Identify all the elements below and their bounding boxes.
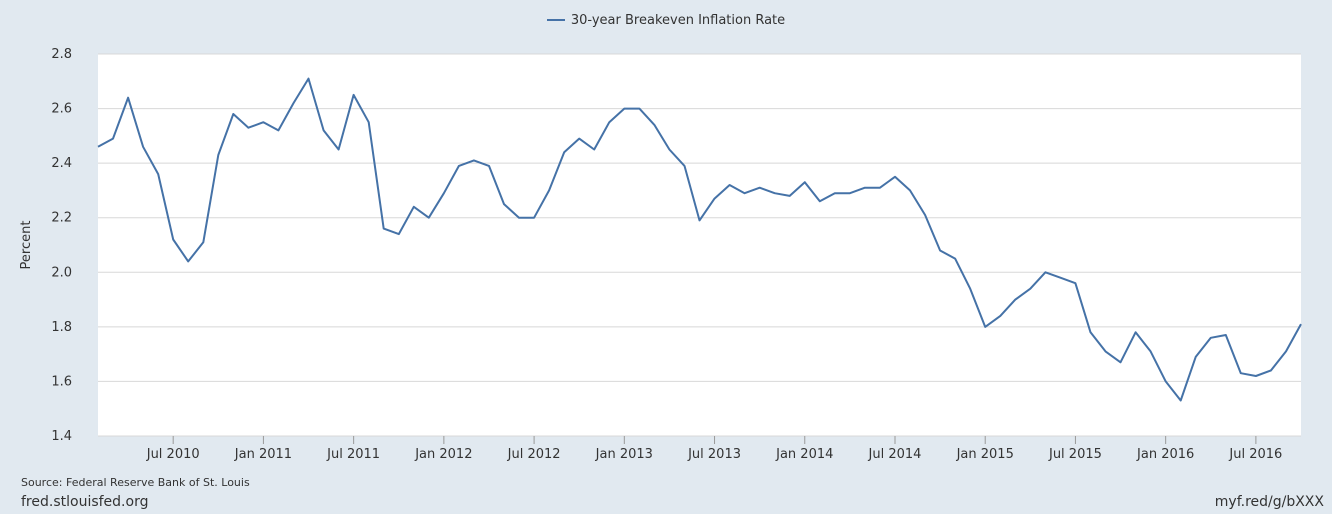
x-tick-label: Jan 2014: [775, 447, 833, 462]
site-link[interactable]: fred.stlouisfed.org: [21, 494, 149, 510]
y-tick-label: 2.0: [51, 265, 72, 280]
series-layer: [97, 77, 1302, 402]
x-tick-label: Jan 2013: [595, 447, 653, 462]
y-tick-label: 1.8: [51, 320, 72, 335]
x-tick-label: Jul 2013: [687, 447, 741, 462]
legend-label: 30-year Breakeven Inflation Rate: [570, 13, 786, 28]
y-tick-label: 1.4: [51, 429, 72, 444]
legend: 30-year Breakeven Inflation Rate: [0, 13, 1332, 28]
y-tick-label: 2.2: [51, 211, 72, 226]
plot-area: [98, 54, 1301, 436]
short-link[interactable]: myf.red/g/bXXX: [1214, 494, 1324, 510]
y-tick-label: 2.8: [51, 47, 72, 62]
x-tick-label: Jul 2010: [146, 447, 200, 462]
x-tick-label: Jan 2012: [414, 447, 472, 462]
x-tick-label: Jul 2011: [326, 447, 380, 462]
x-tick-label: Jul 2014: [868, 447, 922, 462]
x-tick-label: Jul 2016: [1228, 447, 1282, 462]
x-tick-label: Jan 2015: [956, 447, 1014, 462]
x-tick-label: Jan 2016: [1136, 447, 1194, 462]
series-line: [97, 77, 1302, 402]
y-tick-label: 1.6: [51, 374, 72, 389]
x-tick-label: Jan 2011: [234, 447, 292, 462]
y-tick-label: 2.4: [51, 156, 72, 171]
legend-swatch: [546, 18, 565, 21]
x-axis-ticks: Jul 2010 Jan 2011 Jul 2011 Jan 2012 Jul 2012…: [146, 436, 1282, 462]
x-tick-label: Jul 2015: [1048, 447, 1102, 462]
x-tick-label: Jul 2012: [507, 447, 561, 462]
y-tick-label: 2.6: [51, 102, 72, 117]
y-axis-ticks: 1.4 1.6 1.8 2.0 2.2 2.4 2.6 2.8: [51, 47, 72, 444]
source-note: Source: Federal Reserve Bank of St. Loui…: [21, 476, 250, 489]
y-axis-label: Percent: [19, 221, 34, 270]
